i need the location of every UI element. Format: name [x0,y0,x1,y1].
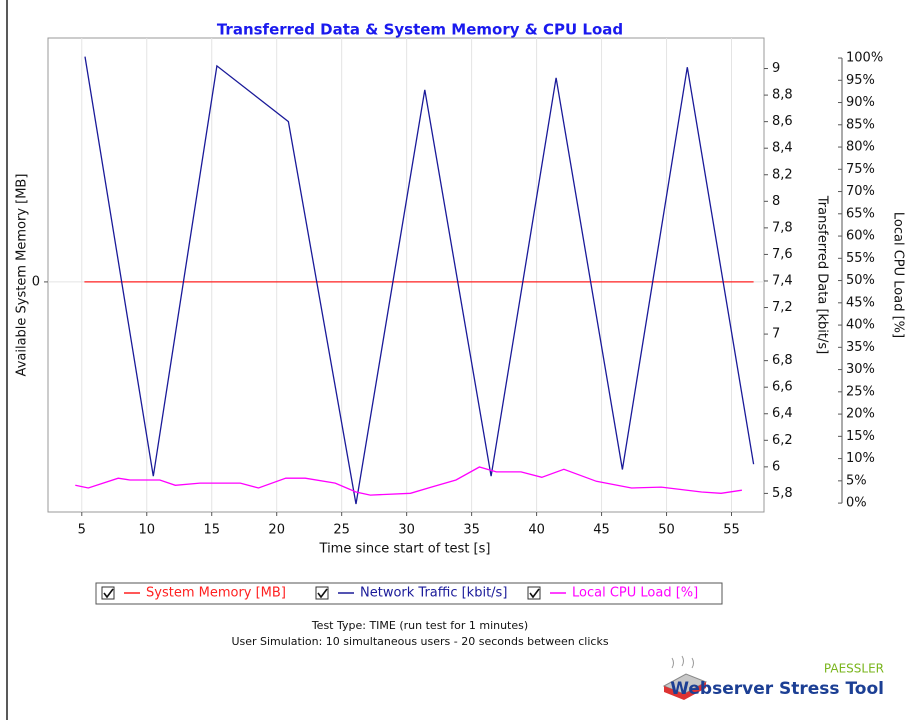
x-tick-label: 35 [463,523,480,538]
y3-tick-label: 35% [846,340,875,355]
y2-tick-label: 7,4 [772,273,793,288]
x-tick-label: 5 [78,523,86,538]
y2-tick-label: 7,8 [772,220,793,235]
y2-tick-label: 6,8 [772,353,793,368]
y3-tick-label: 50% [846,273,875,288]
y2-tick-label: 9 [772,61,780,76]
y2-axis-title: Transferred Data [kbit/s] [815,195,830,354]
legend-checkbox [101,586,115,600]
y2-tick-label: 8,4 [772,141,793,156]
y3-axis-title: Local CPU Load [%] [891,212,906,338]
y3-tick-label: 5% [846,473,867,488]
y2-tick-label: 7 [772,327,780,342]
footer-line: Test Type: TIME (run test for 1 minutes) [311,619,528,632]
legend-label: Local CPU Load [%] [572,586,698,601]
y3-tick-label: 55% [846,251,875,266]
y3-tick-label: 20% [846,407,875,422]
y-tick-label: 0 [32,274,40,289]
y2-tick-label: 6,4 [772,406,793,421]
legend-checkbox [315,586,329,600]
y3-tick-label: 15% [846,429,875,444]
x-axis-title: Time since start of test [s] [319,542,491,557]
y2-tick-label: 7,2 [772,300,793,315]
legend-check [529,588,540,599]
brand: PAESSLER [824,662,884,676]
x-tick-label: 40 [528,523,545,538]
legend-label: Network Traffic [kbit/s] [360,586,507,601]
y3-tick-label: 95% [846,73,875,88]
y3-tick-label: 25% [846,384,875,399]
y3-tick-label: 30% [846,362,875,377]
y2-tick-label: 8 [772,194,780,209]
x-tick-label: 30 [398,523,415,538]
chart-title: Transferred Data & System Memory & CPU L… [217,21,623,39]
x-tick-label: 50 [658,523,675,538]
legend-check [317,588,328,599]
x-tick-label: 10 [138,523,155,538]
series-line [75,466,742,496]
logo-icon [662,655,708,700]
y2-tick-label: 7,6 [772,247,793,262]
y3-tick-label: 0% [846,496,867,511]
product-name: Webserver Stress Tool [670,679,884,699]
x-tick-label: 25 [333,523,350,538]
x-tick-label: 15 [203,523,220,538]
legend [95,582,723,605]
plot-area [47,37,765,513]
legend-checkbox [527,586,541,600]
series-line [84,56,755,505]
y3-tick-label: 65% [846,206,875,221]
y3-tick-label: 10% [846,451,875,466]
y3-tick-label: 90% [846,95,875,110]
y3-tick-label: 70% [846,184,875,199]
x-tick-label: 55 [723,523,740,538]
y3-tick-label: 75% [846,162,875,177]
y2-tick-label: 8,8 [772,88,793,103]
y3-tick-label: 45% [846,295,875,310]
x-tick-label: 20 [268,523,285,538]
y3-tick-label: 85% [846,117,875,132]
y2-tick-label: 6,2 [772,433,793,448]
legend-check [103,588,114,599]
y2-tick-label: 8,6 [772,114,793,129]
y3-tick-label: 40% [846,318,875,333]
legend-label: System Memory [MB] [146,586,286,601]
y-axis-title: Available System Memory [MB] [15,174,30,377]
y2-tick-label: 8,2 [772,167,793,182]
y2-tick-label: 5,8 [772,486,793,501]
y3-tick-label: 80% [846,140,875,155]
y2-tick-label: 6 [772,459,780,474]
footer-line: User Simulation: 10 simultaneous users -… [231,635,608,648]
x-tick-label: 45 [593,523,610,538]
y3-tick-label: 60% [846,229,875,244]
y3-tick-label: 100% [846,51,883,66]
y2-tick-label: 6,6 [772,380,793,395]
